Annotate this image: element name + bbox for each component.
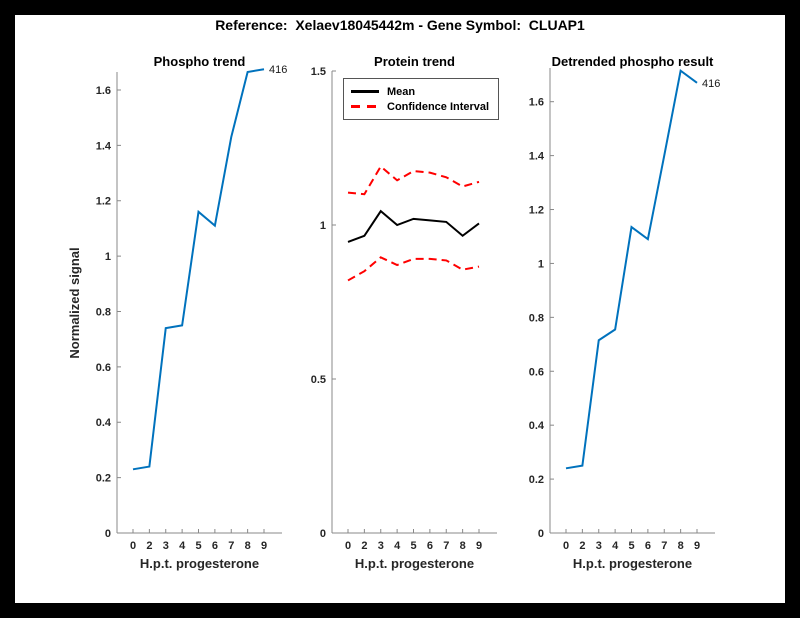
- x-tick-label: 2: [361, 540, 367, 552]
- x-tick-label: 4: [394, 540, 401, 552]
- x-tick-label: 2: [579, 540, 585, 552]
- x-tick-label: 8: [460, 540, 466, 552]
- x-tick-label: 5: [628, 540, 634, 552]
- subplot1-x-axis-label: H.p.t. progesterone: [139, 556, 260, 571]
- subplot1-title: Phospho trend: [153, 54, 246, 69]
- legend: Mean Confidence Interval: [343, 78, 500, 120]
- y-tick-label: 0.6: [96, 362, 111, 374]
- x-tick-label: 5: [195, 540, 201, 552]
- y-tick-label: 0.4: [529, 420, 545, 432]
- figure-title: Reference: Xelaev18045442m - Gene Symbol…: [215, 17, 585, 33]
- x-tick-label: 4: [612, 540, 619, 552]
- y-tick-label: 1: [538, 258, 544, 270]
- x-tick-label: 0: [345, 540, 351, 552]
- x-tick-label: 8: [678, 540, 684, 552]
- x-tick-label: 7: [443, 540, 449, 552]
- protein-trend-plot: 00.511.50 2 3 4 5 6 7 8 9: [311, 66, 497, 552]
- subplot2-x-axis-label: H.p.t. progesterone: [354, 556, 475, 571]
- x-tick-label: 3: [378, 540, 384, 552]
- y-tick-label: 0.4: [96, 417, 112, 429]
- y-tick-label: 0.2: [96, 473, 111, 485]
- x-tick-label: 4: [179, 540, 186, 552]
- x-tick-label: 7: [661, 540, 667, 552]
- ci-lower-line: [347, 256, 480, 282]
- y-tick-label: 1.2: [529, 205, 544, 217]
- y-tick-label: 1.6: [529, 97, 544, 109]
- x-tick-label: 9: [261, 540, 267, 552]
- x-tick-label: 6: [427, 540, 433, 552]
- y-tick-label: 1.4: [529, 151, 545, 163]
- y-tick-label: 1.2: [96, 196, 111, 208]
- detrended-phospho-line: [565, 68, 698, 470]
- x-tick-label: 9: [694, 540, 700, 552]
- y-tick-label: 0: [105, 528, 111, 540]
- x-tick-label: 6: [212, 540, 218, 552]
- y-tick-label: 1.4: [96, 140, 112, 152]
- y-tick-label: 1.5: [311, 66, 326, 78]
- subplot2-title: Protein trend: [374, 54, 455, 69]
- y-tick-label: 0: [320, 528, 326, 540]
- x-tick-label: 0: [563, 540, 569, 552]
- ci-line-sample: [351, 105, 379, 108]
- y-tick-label: 1.6: [96, 85, 111, 97]
- x-tick-label: 7: [228, 540, 234, 552]
- x-tick-label: 2: [146, 540, 152, 552]
- x-tick-label: 5: [410, 540, 416, 552]
- x-tick-label: 3: [596, 540, 602, 552]
- mean-line: [347, 209, 480, 243]
- y-tick-label: 0.6: [529, 366, 544, 378]
- y-tick-label: 1: [320, 220, 326, 232]
- legend-row-ci: Confidence Interval: [351, 99, 489, 114]
- y-tick-label: 0.8: [529, 312, 544, 324]
- phospho-trend-line: [132, 68, 265, 471]
- legend-label-ci: Confidence Interval: [387, 100, 490, 113]
- x-tick-label: 3: [163, 540, 169, 552]
- y-tick-label: 0: [538, 528, 544, 540]
- legend-row-mean: Mean: [351, 84, 489, 99]
- y-tick-label: 1: [105, 251, 111, 263]
- x-tick-label: 8: [245, 540, 251, 552]
- ci-upper-line: [347, 164, 480, 196]
- mean-line-sample: [351, 90, 379, 93]
- x-tick-label: 6: [645, 540, 651, 552]
- endpoint-annotation: 416: [269, 64, 287, 76]
- subplot3-x-axis-label: H.p.t. progesterone: [572, 556, 693, 571]
- endpoint-annotation: 416: [702, 78, 720, 90]
- legend-label-mean: Mean: [387, 85, 416, 98]
- x-tick-label: 9: [476, 540, 482, 552]
- x-tick-label: 0: [130, 540, 136, 552]
- y-tick-label: 0.2: [529, 474, 544, 486]
- y-tick-label: 0.8: [96, 306, 111, 318]
- subplot3-title: Detrended phospho result: [551, 54, 714, 69]
- y-tick-label: 0.5: [311, 374, 326, 386]
